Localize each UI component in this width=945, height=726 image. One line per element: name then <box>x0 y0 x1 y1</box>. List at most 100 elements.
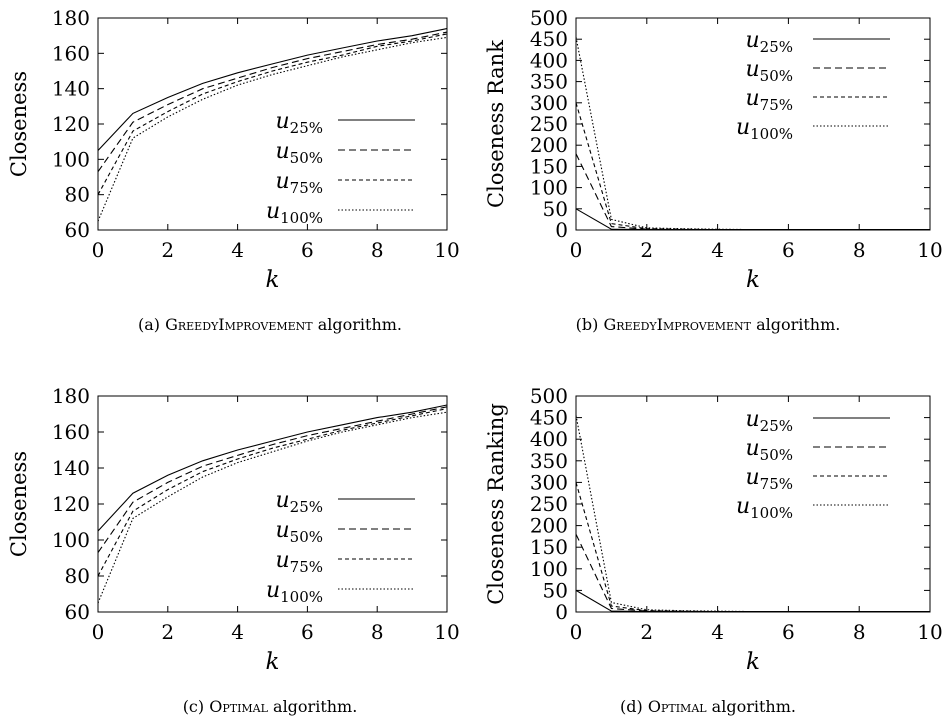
legend-label: u25% <box>745 407 793 435</box>
y-tick-label: 150 <box>530 154 568 178</box>
y-tick-label: 120 <box>52 492 90 516</box>
y-tick-label: 50 <box>543 197 568 221</box>
x-axis-label: k <box>266 649 280 675</box>
y-tick-label: 180 <box>52 6 90 30</box>
x-tick-label: 6 <box>301 620 314 644</box>
y-tick-label: 100 <box>52 147 90 171</box>
x-tick-label: 6 <box>782 238 795 262</box>
x-tick-label: 2 <box>161 238 174 262</box>
y-tick-label: 400 <box>530 48 568 72</box>
series-line-100pct <box>97 36 448 222</box>
panel-caption: (a) GreedyImprovement algorithm. <box>138 315 402 334</box>
series-line-50pct <box>97 31 448 173</box>
panel-b: 0 2 4 6 8 10050100150200250300350400450500kCl… <box>484 6 943 334</box>
series-line-100pct <box>575 415 930 613</box>
legend-label: u50% <box>745 57 793 85</box>
y-tick-label: 300 <box>530 91 568 115</box>
x-tick-label: 10 <box>434 238 459 262</box>
series-line-75pct <box>575 482 930 613</box>
y-tick-label: 400 <box>530 427 568 451</box>
x-tick-label: 4 <box>711 620 724 644</box>
series-line-25pct <box>97 404 448 532</box>
y-tick-label: 180 <box>52 384 90 408</box>
y-tick-label: 60 <box>65 600 90 624</box>
x-tick-label: 10 <box>434 620 459 644</box>
y-tick-label: 120 <box>52 112 90 136</box>
legend-label: u100% <box>736 115 793 143</box>
y-tick-label: 200 <box>530 514 568 538</box>
y-tick-label: 100 <box>52 528 90 552</box>
y-tick-label: 140 <box>52 77 90 101</box>
x-tick-label: 0 <box>92 238 105 262</box>
y-tick-label: 50 <box>543 578 568 602</box>
y-tick-label: 160 <box>52 41 90 65</box>
legend-label: u50% <box>745 436 793 464</box>
x-tick-label: 0 <box>92 620 105 644</box>
y-tick-label: 150 <box>530 535 568 559</box>
y-tick-label: 160 <box>52 420 90 444</box>
legend-label: u100% <box>736 494 793 522</box>
x-axis-label: k <box>746 267 760 293</box>
panel-caption: (d) Optimal algorithm. <box>620 697 796 716</box>
x-tick-label: 4 <box>231 238 244 262</box>
y-tick-label: 350 <box>530 449 568 473</box>
series-line-25pct <box>97 28 448 151</box>
panel-caption: (c) Optimal algorithm. <box>183 697 358 716</box>
y-tick-label: 100 <box>530 557 568 581</box>
panel-a: 0 2 4 6 8 10 60 80 100 120 140 160 180 k Closeness u25%… <box>7 6 460 334</box>
y-axis-label: Closeness <box>7 71 31 177</box>
y-tick-label: 250 <box>530 112 568 136</box>
x-tick-label: 8 <box>853 620 866 644</box>
x-tick-label: 6 <box>782 620 795 644</box>
y-tick-label: 500 <box>530 6 568 30</box>
series-line-75pct <box>97 33 448 195</box>
x-tick-label: 2 <box>640 238 653 262</box>
x-axis-label: k <box>266 267 280 293</box>
series-line-75pct <box>97 408 448 577</box>
x-tick-label: 4 <box>231 620 244 644</box>
panel-c: 0 2 4 6 8 10 60 80 100 120 140 160 180 k Closeness u25%… <box>7 384 460 716</box>
series-line-50pct <box>575 153 930 231</box>
legend-label: u100% <box>266 199 323 227</box>
legend-label: u75% <box>275 548 323 576</box>
legend-label: u50% <box>275 518 323 546</box>
panel-caption: (b) GreedyImprovement algorithm. <box>576 315 841 334</box>
series-line-75pct <box>575 102 930 231</box>
x-tick-label: 10 <box>917 238 942 262</box>
x-tick-label: 6 <box>301 238 314 262</box>
legend-label: u25% <box>275 109 323 137</box>
y-tick-label: 300 <box>530 470 568 494</box>
y-tick-label: 0 <box>555 218 568 242</box>
y-tick-label: 60 <box>65 218 90 242</box>
y-tick-label: 250 <box>530 492 568 516</box>
y-tick-label: 450 <box>530 27 568 51</box>
series-line-50pct <box>97 406 448 553</box>
y-axis-label: Closeness Ranking <box>484 403 508 605</box>
x-tick-label: 8 <box>371 620 384 644</box>
y-tick-label: 200 <box>530 133 568 157</box>
y-tick-label: 500 <box>530 384 568 408</box>
x-tick-label: 4 <box>711 238 724 262</box>
panel-d: 0 2 4 6 8 10050100150200250300350400450500kCl… <box>484 384 943 716</box>
legend-label: u25% <box>745 28 793 56</box>
x-tick-label: 8 <box>371 238 384 262</box>
legend-label: u50% <box>275 139 323 167</box>
y-tick-label: 100 <box>530 176 568 200</box>
y-tick-label: 350 <box>530 70 568 94</box>
y-tick-label: 80 <box>65 564 90 588</box>
legend-label: u75% <box>275 169 323 197</box>
x-axis-label: k <box>746 649 760 675</box>
x-tick-label: 2 <box>161 620 174 644</box>
y-tick-label: 80 <box>65 183 90 207</box>
y-tick-label: 140 <box>52 456 90 480</box>
legend-label: u25% <box>275 488 323 516</box>
y-axis-label: Closeness <box>7 451 31 557</box>
x-tick-label: 2 <box>640 620 653 644</box>
legend-label: u75% <box>745 465 793 493</box>
y-tick-label: 0 <box>555 600 568 624</box>
x-tick-label: 0 <box>570 238 583 262</box>
y-axis-label: Closeness Rank <box>484 40 508 208</box>
x-tick-label: 10 <box>917 620 942 644</box>
legend-label: u75% <box>745 86 793 114</box>
